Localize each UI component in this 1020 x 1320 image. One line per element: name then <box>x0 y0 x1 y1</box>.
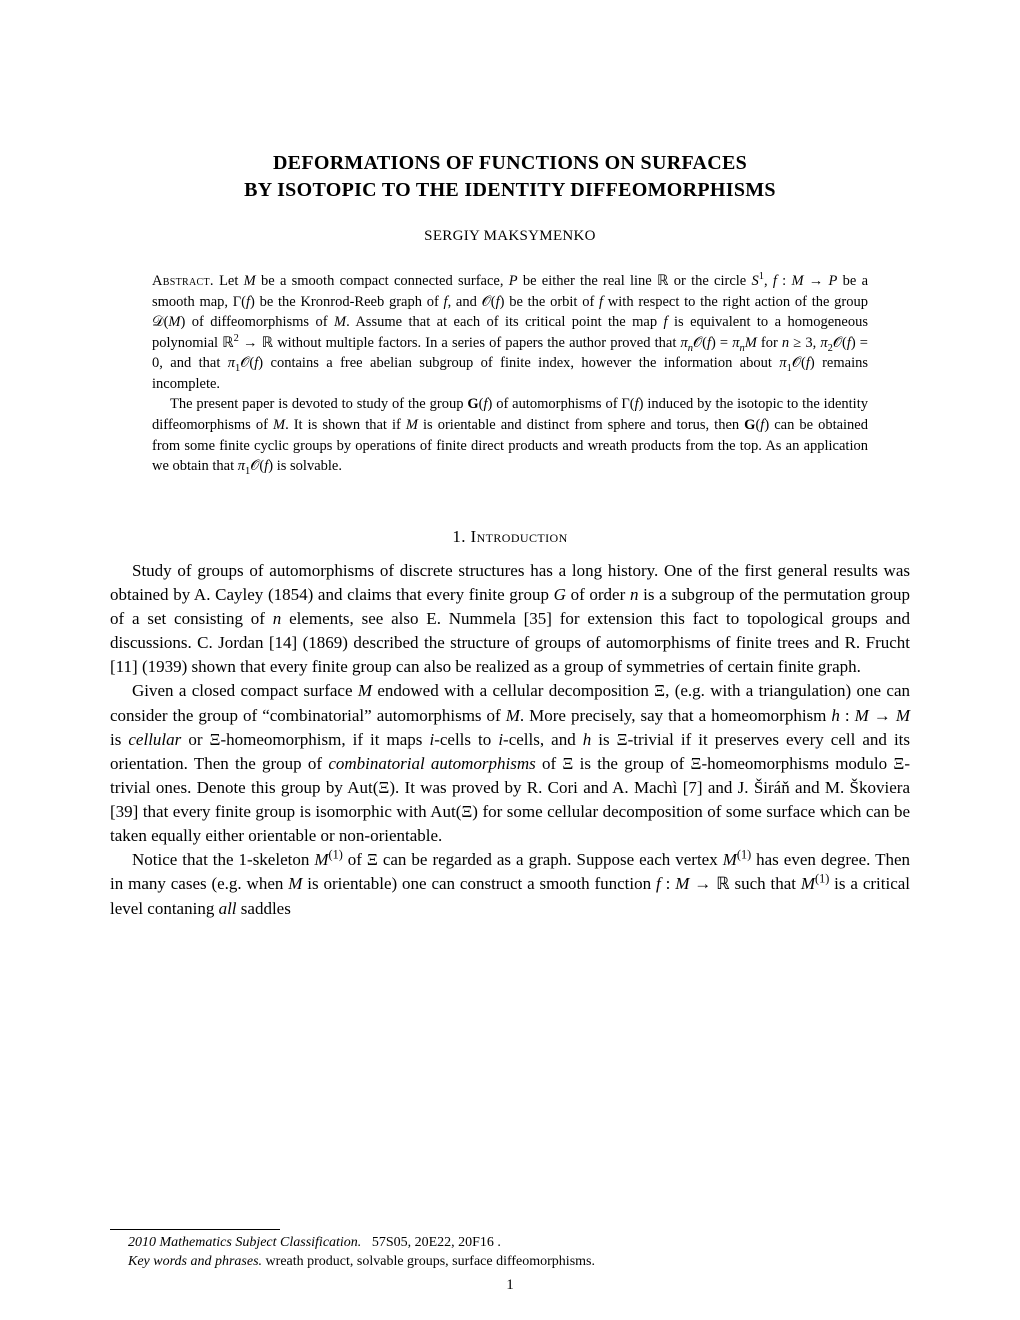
intro-p2: Given a closed compact surface M endowed… <box>110 679 910 848</box>
abstract-p1: Abstract. Let M be a smooth compact conn… <box>152 271 868 394</box>
author: SERGIY MAKSYMENKO <box>110 228 910 245</box>
paper-title: DEFORMATIONS OF FUNCTIONS ON SURFACES BY… <box>110 150 910 204</box>
keywords-footnote: Key words and phrases. wreath product, s… <box>110 1253 910 1272</box>
title-line-2: BY ISOTOPIC TO THE IDENTITY DIFFEOMORPHI… <box>244 179 776 201</box>
footnote-rule <box>110 1229 280 1230</box>
msc-label: 2010 Mathematics Subject Classification. <box>128 1235 361 1250</box>
body-text: Study of groups of automorphisms of disc… <box>110 559 910 921</box>
footnotes: 2010 Mathematics Subject Classification.… <box>110 1229 910 1272</box>
abstract-p2: The present paper is devoted to study of… <box>152 394 868 476</box>
intro-p3: Notice that the 1-skeleton M(1) of Ξ can… <box>110 848 910 920</box>
intro-p1: Study of groups of automorphisms of disc… <box>110 559 910 680</box>
section-1-heading: 1. Introduction <box>110 527 910 547</box>
msc-footnote: 2010 Mathematics Subject Classification.… <box>110 1234 910 1253</box>
kw-label: Key words and phrases. <box>128 1254 262 1269</box>
title-line-1: DEFORMATIONS OF FUNCTIONS ON SURFACES <box>273 152 747 174</box>
msc-text: 57S05, 20E22, 20F16 . <box>372 1235 501 1250</box>
abstract: Abstract. Let M be a smooth compact conn… <box>152 271 868 477</box>
abstract-label: Abstract. <box>152 273 214 289</box>
page-number: 1 <box>0 1277 1020 1294</box>
kw-text: wreath product, solvable groups, surface… <box>266 1254 595 1269</box>
page: DEFORMATIONS OF FUNCTIONS ON SURFACES BY… <box>0 0 1020 1320</box>
